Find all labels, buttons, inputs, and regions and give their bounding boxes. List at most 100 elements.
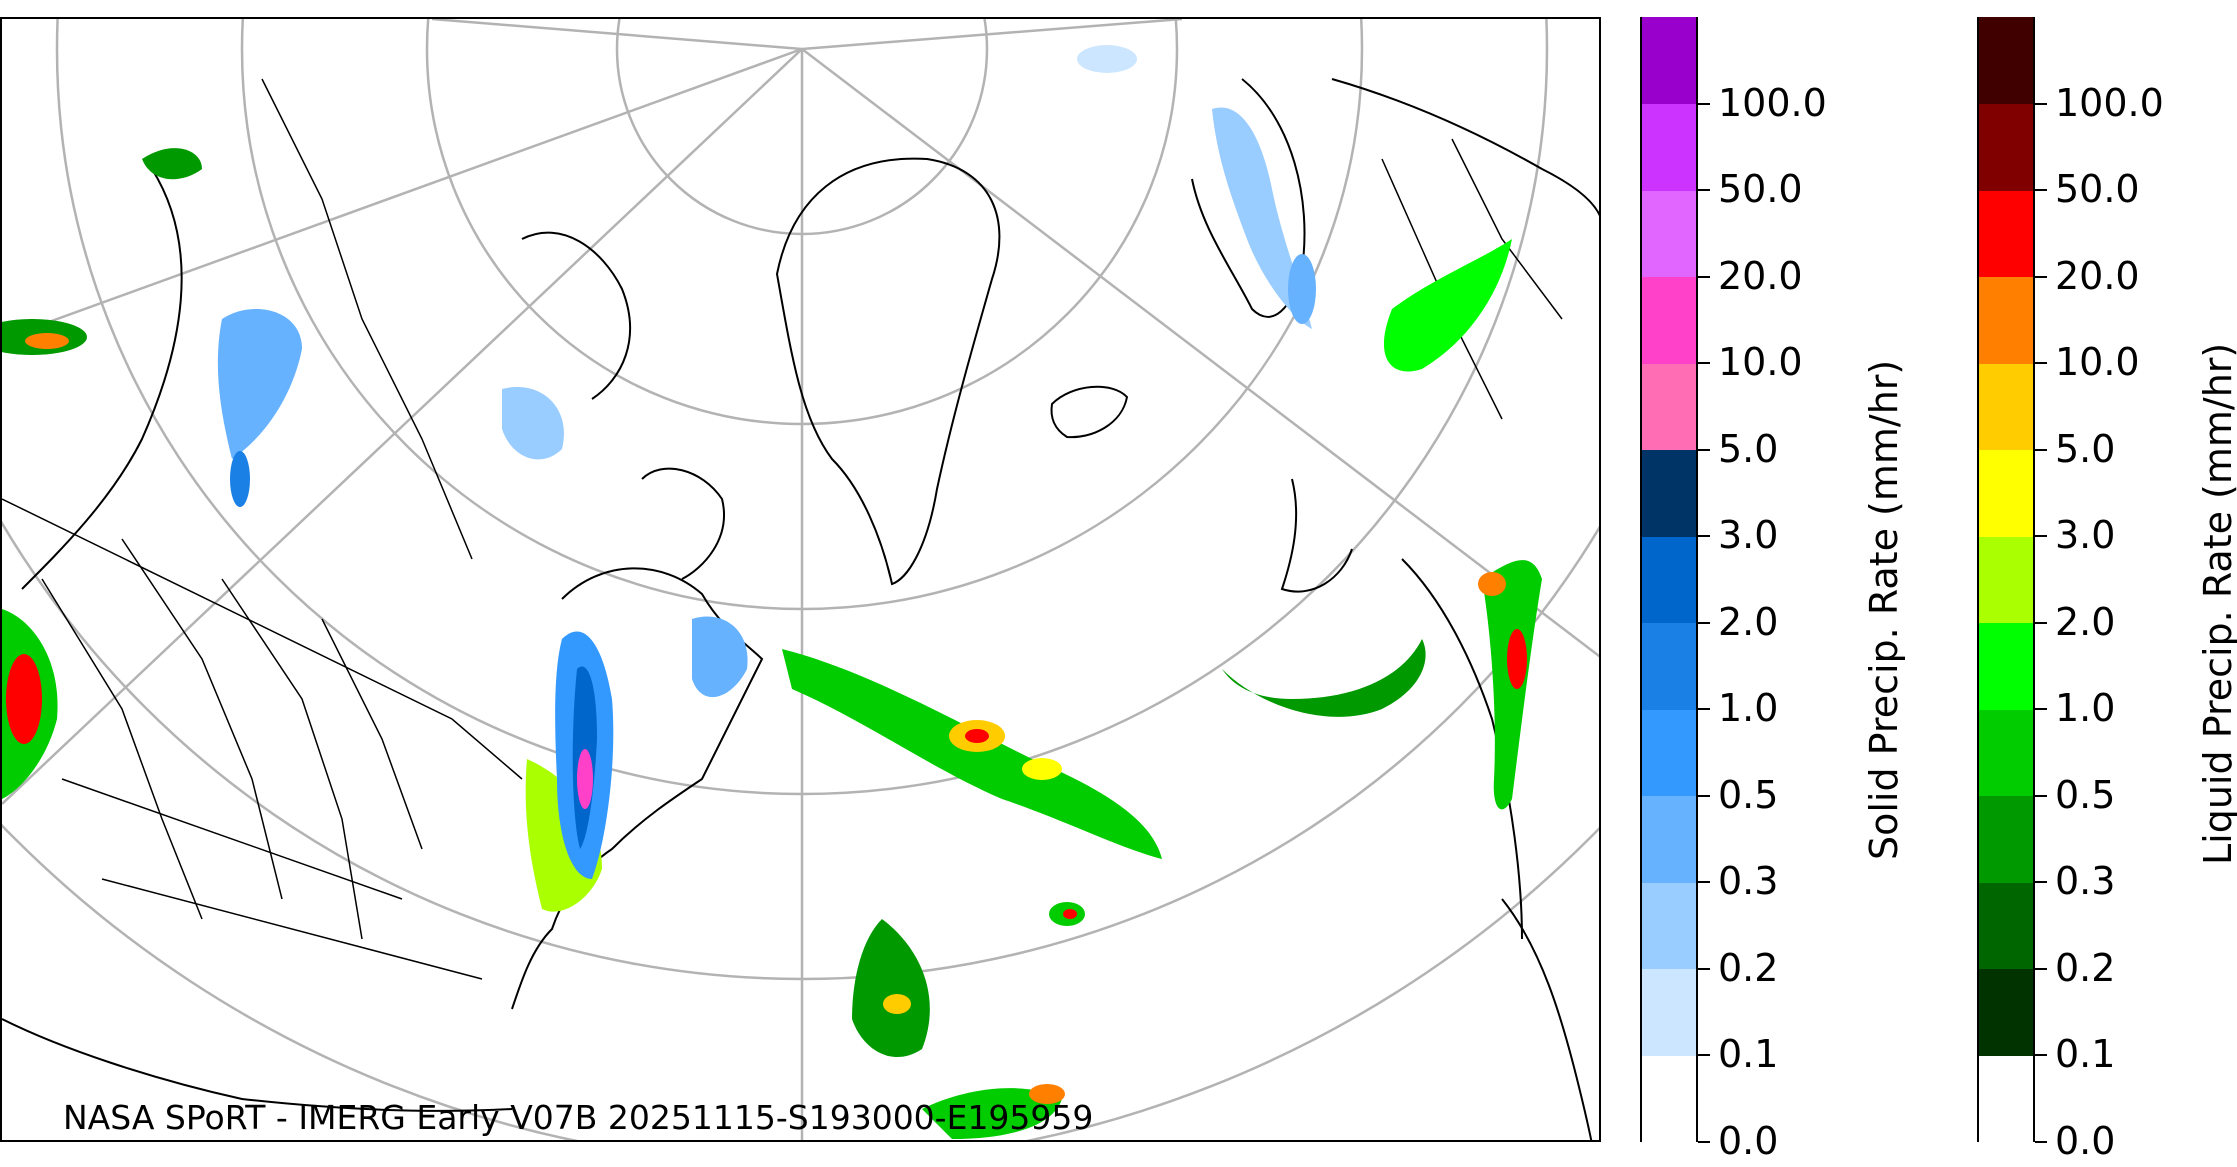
snow-band (1077, 45, 1137, 73)
solid-colorbar-segment (1642, 968, 1696, 1056)
iberia-africa-coast (1401, 558, 1523, 940)
liquid-colorbar-segment (1979, 103, 2033, 191)
meridian-line (2, 48, 803, 805)
precip-core (1022, 758, 1062, 780)
liquid-colorbar-segment (1979, 449, 2033, 537)
solid-colorbar-tick (1698, 881, 1710, 884)
liquid-colorbar-segment (1979, 536, 2033, 624)
liquid-colorbar-tick (2035, 102, 2047, 105)
solid-colorbar-segment (1642, 449, 1696, 537)
solid-colorbar-tick-label: 50.0 (1718, 167, 1803, 212)
liquid-colorbar-tick (2035, 621, 2047, 624)
liquid-colorbar-segment (1979, 190, 2033, 278)
meridian-line (431, 19, 803, 51)
solid-colorbar-segment (1642, 1055, 1696, 1143)
solid-colorbar-tick (1698, 1054, 1710, 1057)
liquid-colorbar-tick (2035, 189, 2047, 192)
liquid-colorbar-tick-label: 3.0 (2055, 513, 2116, 558)
liquid-colorbar-segment (1979, 17, 2033, 105)
solid-colorbar-tick-label: 0.5 (1718, 772, 1779, 817)
solid-colorbar-tick (1698, 448, 1710, 451)
state-border (121, 538, 283, 900)
map-canvas (2, 19, 1599, 1140)
liquid-colorbar-tick (2035, 1141, 2047, 1143)
solid-colorbar-segment (1642, 363, 1696, 451)
us-canada-border (2, 498, 523, 780)
solid-colorbar-tick (1698, 535, 1710, 538)
precipitation-map[interactable] (0, 17, 1601, 1142)
liquid-colorbar-segment (1979, 276, 2033, 364)
liquid-precip-colorbar (1977, 17, 2035, 1143)
solid-colorbar-tick-label: 1.0 (1718, 686, 1779, 731)
snow-band (1212, 107, 1312, 329)
precip-band (922, 1088, 1062, 1139)
liquid-colorbar-tick-label: 0.0 (2055, 1119, 2116, 1163)
liquid-colorbar-segment (1979, 363, 2033, 451)
liquid-precip-areas (2, 148, 1542, 1139)
solid-colorbar-tick (1698, 275, 1710, 278)
precip-band (142, 148, 202, 180)
liquid-colorbar-tick-label: 20.0 (2055, 253, 2140, 298)
precip-band (782, 649, 1162, 859)
north-america-east-coast (511, 567, 764, 1010)
liquid-colorbar-tick-label: 10.0 (2055, 340, 2140, 385)
precip-band (852, 919, 930, 1058)
precip-core (25, 333, 69, 349)
snow-core (230, 451, 250, 507)
province-border (261, 78, 473, 560)
solid-colorbar-segment (1642, 276, 1696, 364)
solid-colorbar-tick-label: 0.0 (1718, 1119, 1779, 1163)
gulf-coast (2, 1018, 513, 1112)
coastlines (2, 78, 1599, 1140)
iceland-coast (1050, 385, 1129, 439)
solid-colorbar-tick-label: 2.0 (1718, 599, 1779, 644)
meridian-line (801, 48, 1599, 658)
solid-colorbar-tick-label: 5.0 (1718, 426, 1779, 471)
precip-core (6, 654, 42, 744)
solid-colorbar-tick (1698, 708, 1710, 711)
data-credit-label: NASA SPoRT - IMERG Early V07B 20251115-S… (63, 1098, 1094, 1137)
solid-colorbar-segment (1642, 709, 1696, 797)
greenland-coast (775, 157, 1001, 586)
solid-colorbar-tick (1698, 102, 1710, 105)
solid-colorbar-tick (1698, 794, 1710, 797)
liquid-colorbar-segment (1979, 795, 2033, 883)
solid-precip-areas (217, 45, 1316, 879)
scandinavia-coast (1191, 78, 1306, 318)
liquid-colorbar-tick (2035, 794, 2047, 797)
precip-core (883, 994, 911, 1014)
precip-core (1478, 572, 1506, 596)
solid-colorbar-segment (1642, 536, 1696, 624)
liquid-colorbar-tick (2035, 881, 2047, 884)
snow-band (217, 309, 302, 459)
solid-colorbar-segment (1642, 795, 1696, 883)
liquid-colorbar-tick-label: 0.3 (2055, 859, 2116, 904)
liquid-colorbar-tick (2035, 967, 2047, 970)
solid-colorbar-title: Solid Precip. Rate (mm/hr) (1862, 359, 1906, 860)
meridian-line (801, 19, 1183, 51)
state-border (321, 618, 423, 850)
liquid-colorbar-segment (1979, 882, 2033, 970)
state-border (41, 578, 203, 920)
alaska-canada-coast (21, 168, 183, 590)
liquid-colorbar-segment (1979, 968, 2033, 1056)
solid-colorbar-segment (1642, 190, 1696, 278)
graticule (2, 19, 1599, 1140)
europe-north-coast (1331, 78, 1599, 217)
snow-band (502, 387, 564, 460)
west-africa-coast (1501, 898, 1593, 1140)
precip-band (1222, 639, 1426, 717)
british-isles-coast (1280, 478, 1353, 593)
liquid-colorbar-tick-label: 100.0 (2055, 80, 2164, 125)
liquid-colorbar-tick (2035, 535, 2047, 538)
liquid-colorbar-tick (2035, 275, 2047, 278)
solid-colorbar-tick (1698, 1141, 1710, 1143)
liquid-colorbar-title: Liquid Precip. Rate (mm/hr) (2196, 342, 2237, 865)
snow-band (1288, 254, 1316, 324)
arctic-islands-coast (521, 231, 631, 400)
baffin-coast (641, 467, 725, 580)
liquid-colorbar-tick (2035, 1054, 2047, 1057)
solid-colorbar-segment (1642, 17, 1696, 105)
solid-colorbar-tick (1698, 189, 1710, 192)
liquid-colorbar-segment (1979, 709, 2033, 797)
